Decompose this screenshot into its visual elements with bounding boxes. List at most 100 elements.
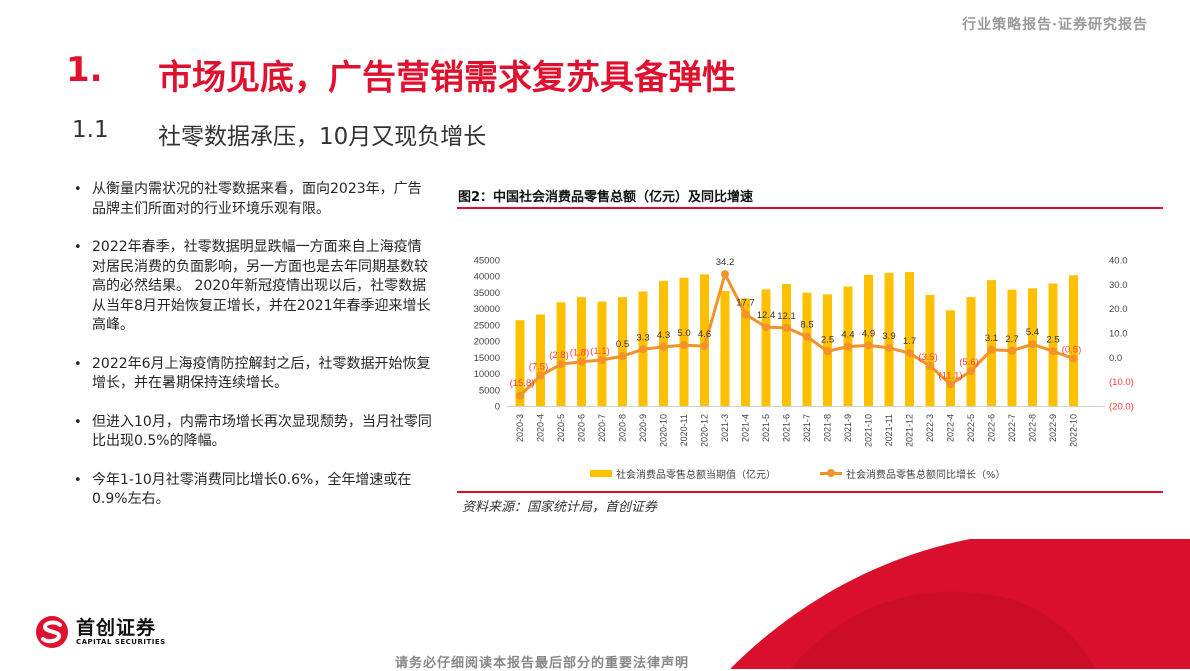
right-axis-tick: 0.0 bbox=[1109, 353, 1122, 364]
x-axis-label: 2020-4 bbox=[536, 414, 546, 442]
line-marker bbox=[946, 380, 955, 389]
bullet-list: 从衡量内需状况的社零数据来看，面向2023年，广告品牌主们所面对的行业环境乐观有… bbox=[74, 180, 434, 529]
logo-english-name: CAPITAL SECURITIES bbox=[76, 638, 166, 646]
x-axis-label: 2021-5 bbox=[761, 414, 771, 442]
data-label: 17.7 bbox=[736, 297, 755, 308]
line-marker bbox=[926, 361, 934, 370]
left-axis-tick: 45000 bbox=[474, 256, 500, 267]
line-marker bbox=[1008, 346, 1016, 355]
line-marker bbox=[659, 342, 668, 351]
bullet-item: 今年1-10月社零消费同比增长0.6%，全年增速或在0.9%左右。 bbox=[74, 471, 434, 510]
data-label: (1.1) bbox=[590, 346, 610, 357]
x-axis-label: 2021-10 bbox=[864, 414, 874, 447]
data-label: 34.2 bbox=[716, 257, 735, 268]
line-marker bbox=[1049, 347, 1057, 356]
bar bbox=[905, 272, 914, 406]
x-axis-label: 2021-7 bbox=[802, 414, 812, 442]
x-axis-label: 2022-3 bbox=[925, 414, 935, 442]
right-axis-tick: 30.0 bbox=[1109, 280, 1128, 291]
bar bbox=[987, 280, 996, 406]
data-label: 3.9 bbox=[882, 331, 895, 342]
left-axis-tick: 35000 bbox=[474, 288, 500, 299]
bar bbox=[618, 297, 627, 406]
bar bbox=[864, 274, 873, 406]
data-label: (5.6) bbox=[959, 357, 979, 368]
left-axis-tick: 20000 bbox=[474, 337, 500, 348]
data-label: 8.5 bbox=[800, 320, 813, 331]
legal-disclaimer: 请务必仔细阅读本报告最后部分的重要法律声明 bbox=[395, 656, 690, 671]
line-marker bbox=[577, 357, 586, 366]
data-label: (2.8) bbox=[549, 350, 569, 361]
bar bbox=[782, 284, 791, 406]
bullet-item: 2022年6月上海疫情防控解封之后，社零数据开始恢复增长，并在暑期保持连续增长。 bbox=[74, 355, 434, 394]
x-axis-label: 2021-3 bbox=[720, 414, 730, 442]
bar bbox=[1069, 275, 1078, 406]
x-axis-label: 2020-5 bbox=[556, 414, 566, 442]
x-axis-label: 2020-3 bbox=[515, 414, 525, 442]
data-label: (11.1) bbox=[938, 370, 962, 381]
data-label: 0.5 bbox=[616, 339, 629, 350]
bar bbox=[884, 272, 894, 406]
data-label: 4.6 bbox=[698, 329, 711, 340]
data-label: 3.1 bbox=[985, 333, 998, 344]
line-marker bbox=[1028, 340, 1037, 349]
legend-bar-label: 社会消费品零售总额当期值（亿元） bbox=[616, 470, 776, 481]
logo-chinese-name: 首创证券 bbox=[76, 617, 157, 639]
bar bbox=[556, 302, 566, 406]
x-axis-label: 2022-10 bbox=[1069, 414, 1079, 447]
line-marker bbox=[516, 391, 524, 400]
left-axis-tick: 15000 bbox=[474, 353, 500, 364]
bar bbox=[741, 298, 750, 406]
right-axis-tick: (10.0) bbox=[1109, 377, 1134, 388]
figure-source: 资料来源：国家统计局，首创证券 bbox=[462, 500, 658, 515]
line-marker bbox=[639, 345, 647, 354]
bar bbox=[597, 301, 607, 406]
data-label: 4.9 bbox=[862, 328, 875, 339]
left-axis-tick: 10000 bbox=[474, 369, 500, 380]
right-axis-tick: 10.0 bbox=[1109, 329, 1128, 340]
data-label: (15.8) bbox=[510, 378, 535, 389]
x-axis-label: 2020-6 bbox=[577, 414, 587, 442]
line-marker bbox=[987, 345, 996, 354]
data-label: 2.5 bbox=[821, 334, 834, 345]
line-marker bbox=[721, 270, 729, 279]
data-label: (3.5) bbox=[918, 352, 938, 363]
left-axis-tick: 0 bbox=[495, 402, 500, 413]
line-marker bbox=[905, 349, 914, 358]
subsection-number: 1.1 bbox=[72, 117, 109, 143]
bar bbox=[515, 320, 525, 406]
bar bbox=[966, 297, 976, 406]
data-label: 1.7 bbox=[903, 336, 916, 347]
bar bbox=[946, 310, 955, 406]
data-label: 4.4 bbox=[841, 330, 854, 341]
line-marker bbox=[536, 371, 545, 380]
footer-red-swoosh-decoration bbox=[730, 539, 1190, 669]
bar bbox=[700, 274, 709, 406]
line-marker bbox=[1069, 354, 1078, 363]
section-heading: 市场见底，广告营销需求复苏具备弹性 bbox=[158, 58, 736, 98]
line-marker bbox=[782, 323, 791, 332]
data-label: 4.3 bbox=[657, 330, 670, 341]
right-axis-tick: 20.0 bbox=[1109, 304, 1128, 315]
left-axis-tick: 40000 bbox=[474, 272, 500, 283]
bar bbox=[536, 314, 545, 406]
line-marker bbox=[557, 360, 565, 369]
data-label: 2.5 bbox=[1046, 334, 1059, 345]
subsection-title: 1.1 社零数据承压，10月又现负增长 bbox=[72, 117, 486, 151]
subsection-heading: 社零数据承压，10月又现负增长 bbox=[158, 124, 487, 150]
left-axis-tick: 25000 bbox=[474, 320, 500, 331]
bar bbox=[925, 294, 935, 406]
line-marker bbox=[762, 323, 770, 332]
data-label: (7.5) bbox=[529, 362, 549, 373]
line-marker bbox=[741, 310, 750, 319]
figure-bottom-rule bbox=[457, 491, 1163, 493]
line-marker bbox=[844, 342, 852, 351]
data-label: 12.4 bbox=[757, 310, 776, 321]
section-title: 1. 市场见底，广告营销需求复苏具备弹性 bbox=[66, 50, 736, 99]
report-type-label: 行业策略报告·证券研究报告 bbox=[962, 17, 1148, 33]
line-marker bbox=[967, 366, 975, 375]
section-number: 1. bbox=[66, 50, 103, 90]
line-marker bbox=[618, 352, 627, 361]
x-axis-label: 2022-4 bbox=[946, 414, 956, 442]
x-axis-label: 2021-8 bbox=[823, 414, 833, 442]
